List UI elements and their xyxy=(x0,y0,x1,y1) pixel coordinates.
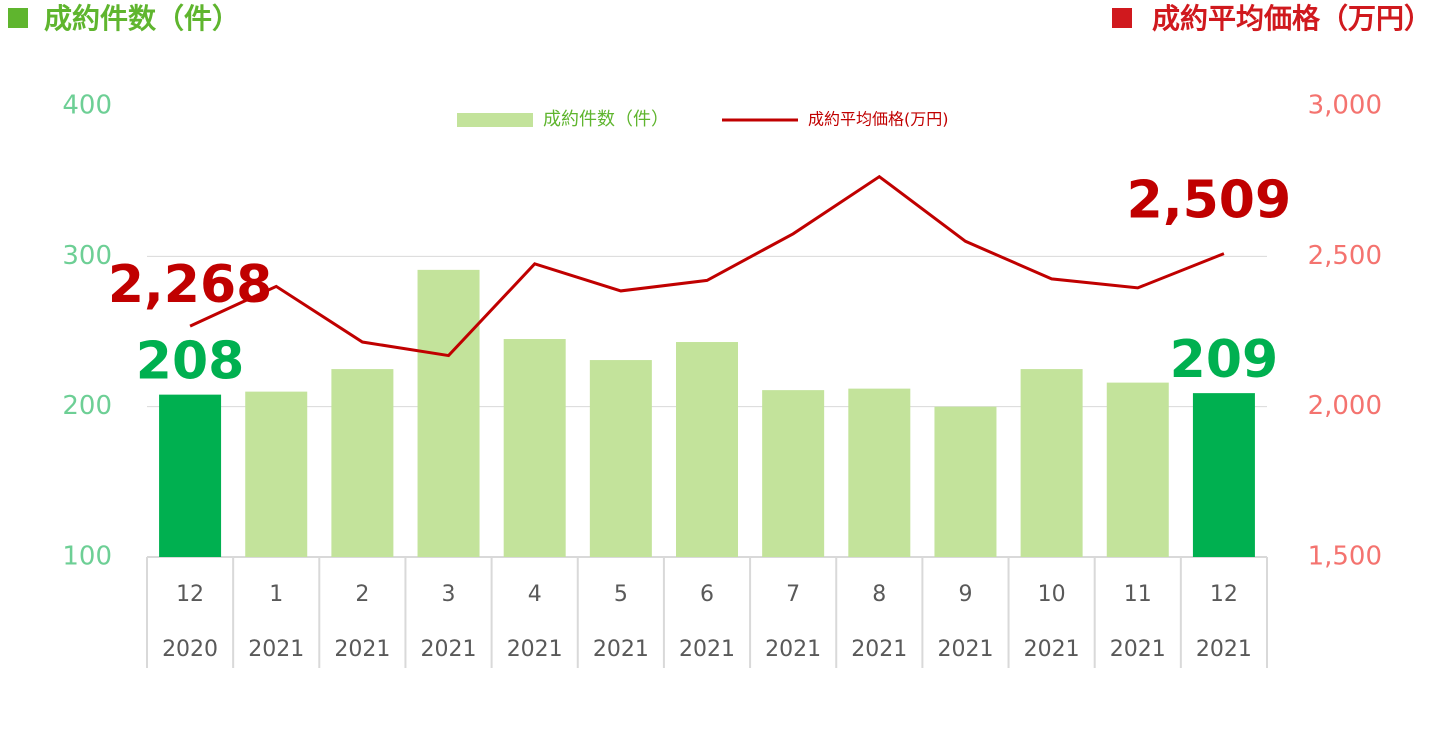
x-tick-year: 2021 xyxy=(248,637,304,662)
legend-swatch xyxy=(457,113,533,127)
right-axis-title: 成約平均価格（万円） xyxy=(1152,2,1432,35)
y2-tick-label: 3,000 xyxy=(1308,91,1382,121)
y2-tick-label: 2,500 xyxy=(1308,241,1382,271)
bar xyxy=(159,394,222,557)
bar xyxy=(934,406,997,557)
legend-label: 成約件数（件） xyxy=(543,109,669,130)
x-tick-year: 2021 xyxy=(593,637,649,662)
legend-label: 成約平均価格(万円) xyxy=(808,110,949,129)
x-tick-label: 9 xyxy=(958,582,972,607)
bar xyxy=(245,391,308,557)
x-tick-year: 2021 xyxy=(851,637,907,662)
bar xyxy=(762,390,825,557)
bar xyxy=(417,269,480,557)
bar-value-label: 208 xyxy=(136,332,245,392)
x-tick-label: 7 xyxy=(786,582,800,607)
bar xyxy=(1192,393,1255,557)
x-tick-year: 2021 xyxy=(679,637,735,662)
y-tick-label: 200 xyxy=(62,391,112,421)
x-tick-label: 12 xyxy=(176,582,204,607)
x-tick-label: 3 xyxy=(442,582,456,607)
x-tick-year: 2021 xyxy=(1110,637,1166,662)
left-header-icon xyxy=(8,8,28,28)
line-value-label: 2,268 xyxy=(108,255,272,315)
x-tick-label: 2 xyxy=(355,582,369,607)
x-tick-year: 2021 xyxy=(421,637,477,662)
y-tick-label: 300 xyxy=(62,241,112,271)
x-tick-label: 10 xyxy=(1038,582,1066,607)
x-tick-label: 11 xyxy=(1124,582,1152,607)
x-tick-label: 4 xyxy=(528,582,542,607)
y2-tick-label: 2,000 xyxy=(1308,391,1382,421)
x-tick-label: 5 xyxy=(614,582,628,607)
x-tick-year: 2021 xyxy=(1024,637,1080,662)
right-header-icon xyxy=(1112,8,1132,28)
left-axis-title: 成約件数（件） xyxy=(44,2,240,35)
bar xyxy=(1020,369,1083,557)
bar xyxy=(676,342,738,557)
bar xyxy=(503,339,566,557)
y-tick-label: 400 xyxy=(62,91,112,121)
y-tick-label: 100 xyxy=(62,542,112,572)
bar xyxy=(848,388,911,557)
bar xyxy=(331,369,394,557)
x-tick-label: 6 xyxy=(700,582,714,607)
x-tick-year: 2021 xyxy=(334,637,390,662)
y2-tick-label: 1,500 xyxy=(1308,542,1382,572)
x-tick-year: 2021 xyxy=(507,637,563,662)
x-tick-label: 8 xyxy=(872,582,886,607)
bar-value-label: 209 xyxy=(1170,330,1279,390)
x-tick-year: 2021 xyxy=(765,637,821,662)
x-tick-year: 2020 xyxy=(162,637,218,662)
x-tick-label: 12 xyxy=(1210,582,1238,607)
x-tick-label: 1 xyxy=(269,582,283,607)
line-value-label: 2,509 xyxy=(1127,171,1291,231)
x-tick-year: 2021 xyxy=(937,637,993,662)
line xyxy=(189,174,1225,358)
bar xyxy=(589,360,652,557)
bar xyxy=(1106,382,1169,557)
x-tick-year: 2021 xyxy=(1196,637,1252,662)
